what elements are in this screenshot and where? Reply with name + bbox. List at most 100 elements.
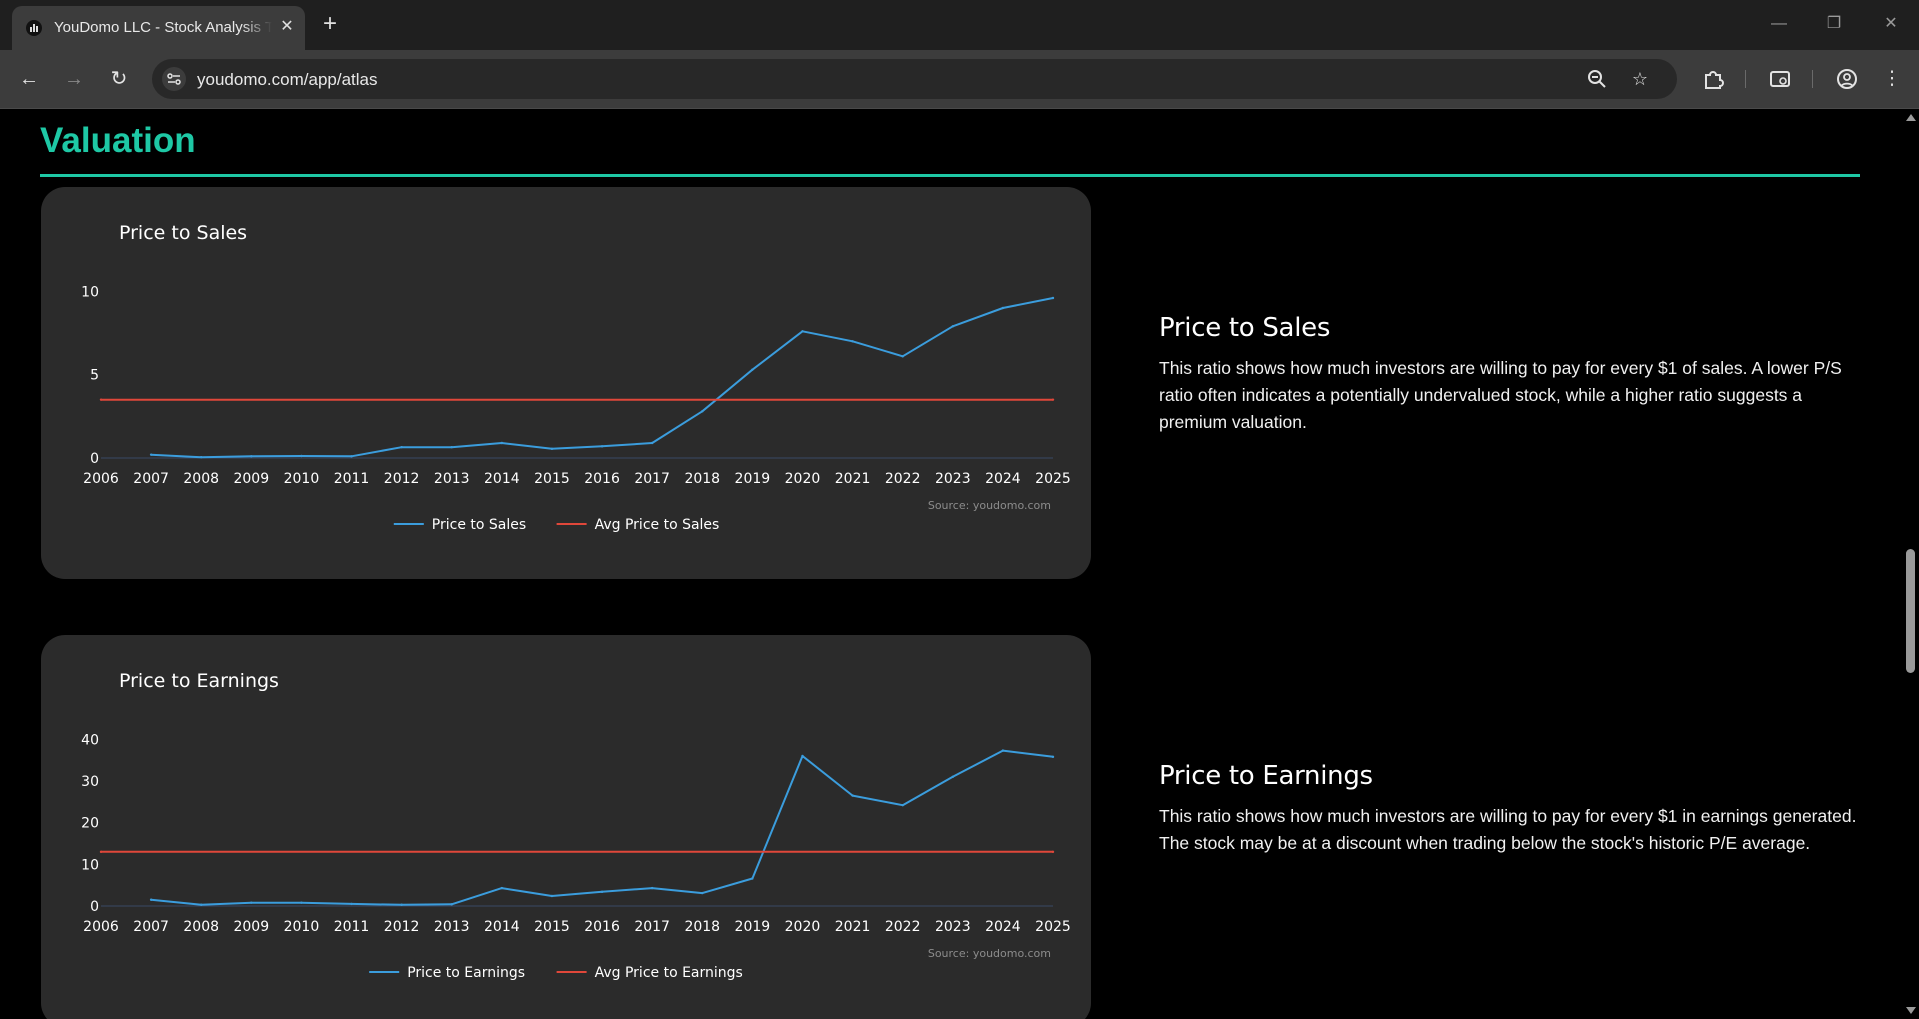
data-point bbox=[500, 441, 504, 445]
x-tick-label: 2016 bbox=[584, 471, 620, 487]
description-text: This ratio shows how much investors are … bbox=[1159, 806, 1857, 853]
page-content: Valuation Price to Sales 0 5 10 2006 2007 2008… bbox=[0, 109, 1902, 1019]
x-tick-label: 2020 bbox=[785, 919, 821, 935]
reload-button[interactable]: ↻ bbox=[110, 68, 128, 90]
x-tick-label: 2018 bbox=[684, 471, 720, 487]
y-tick-label: 0 bbox=[90, 899, 99, 915]
x-tick-label: 2007 bbox=[133, 471, 169, 487]
x-tick-label: 2012 bbox=[384, 471, 420, 487]
extensions-icon[interactable] bbox=[1698, 64, 1728, 94]
x-tick-label: 2017 bbox=[634, 919, 670, 935]
back-button[interactable]: ← bbox=[19, 68, 39, 90]
data-point bbox=[1051, 296, 1055, 300]
x-tick-label: 2008 bbox=[183, 919, 219, 935]
browser-menu-icon[interactable]: ⋮ bbox=[1882, 68, 1902, 89]
x-tick-label: 2014 bbox=[484, 471, 520, 487]
x-tick-label: 2008 bbox=[183, 471, 219, 487]
x-tick-label: 2010 bbox=[284, 919, 320, 935]
y-tick-label: 40 bbox=[81, 732, 99, 748]
x-tick-label: 2022 bbox=[885, 471, 921, 487]
zoom-icon[interactable] bbox=[1585, 67, 1609, 91]
x-tick-label: 2023 bbox=[935, 919, 971, 935]
description-title: Price to Earnings bbox=[1159, 761, 1373, 791]
price-to-sales-chart: Price to Sales 0 5 10 2006 2007 2008 2009 2010 20… bbox=[81, 222, 1071, 533]
data-point bbox=[801, 754, 804, 758]
data-point bbox=[901, 355, 904, 358]
x-tick-label: 2009 bbox=[233, 919, 269, 935]
data-point bbox=[1051, 850, 1055, 854]
scroll-thumb[interactable] bbox=[1906, 549, 1915, 673]
x-tick-label: 2014 bbox=[484, 919, 520, 935]
data-point bbox=[99, 398, 103, 401]
x-tick-label: 2024 bbox=[985, 919, 1021, 935]
chart-source: Source: youdomo.com bbox=[928, 947, 1051, 960]
data-point bbox=[250, 901, 253, 904]
x-tick-label: 2006 bbox=[83, 919, 119, 935]
description-text: This ratio shows how much investors are … bbox=[1159, 358, 1842, 432]
site-favicon-icon bbox=[26, 20, 42, 36]
x-tick-label: 2019 bbox=[735, 471, 771, 487]
x-tick-label: 2007 bbox=[133, 919, 169, 935]
forward-button[interactable]: → bbox=[64, 68, 84, 90]
scroll-up-icon[interactable] bbox=[1906, 114, 1916, 121]
chart-title: Price to Sales bbox=[119, 222, 247, 244]
data-point bbox=[149, 453, 153, 456]
price-to-sales-description: Price to Sales This ratio shows how much… bbox=[1159, 313, 1859, 436]
x-tick-label: 2006 bbox=[83, 471, 119, 487]
x-tick-label: 2011 bbox=[334, 471, 370, 487]
chart-source: Source: youdomo.com bbox=[928, 499, 1051, 512]
close-window-button[interactable]: ✕ bbox=[1884, 15, 1898, 32]
data-point bbox=[951, 325, 954, 328]
data-point bbox=[350, 455, 353, 458]
restore-button[interactable]: ❐ bbox=[1826, 15, 1842, 32]
tab-close-icon[interactable]: ✕ bbox=[280, 18, 294, 35]
data-point bbox=[1001, 306, 1005, 310]
y-tick-label: 30 bbox=[81, 774, 99, 790]
y-tick-label: 0 bbox=[90, 451, 99, 467]
scroll-down-icon[interactable] bbox=[1906, 1007, 1916, 1014]
legend-label: Price to Earnings bbox=[407, 965, 525, 981]
x-tick-label: 2012 bbox=[384, 919, 420, 935]
x-tick-label: 2015 bbox=[534, 919, 570, 935]
data-point bbox=[200, 455, 203, 459]
section-title: Valuation bbox=[40, 121, 196, 160]
x-tick-label: 2022 bbox=[885, 919, 921, 935]
bookmark-star-icon[interactable]: ☆ bbox=[1631, 69, 1649, 89]
url-text: youdomo.com/app/atlas bbox=[197, 70, 378, 89]
x-tick-label: 2019 bbox=[735, 919, 771, 935]
data-point bbox=[951, 775, 954, 779]
y-tick-label: 10 bbox=[81, 857, 99, 873]
tab-title: YouDomo LLC - Stock Analysis Tool bbox=[54, 19, 272, 36]
data-point bbox=[550, 894, 554, 898]
x-tick-label: 2021 bbox=[835, 471, 871, 487]
data-point bbox=[851, 794, 854, 797]
legend-label: Avg Price to Sales bbox=[595, 517, 720, 533]
new-tab-button[interactable]: + bbox=[322, 10, 337, 37]
data-point bbox=[450, 903, 453, 906]
site-info-icon[interactable] bbox=[162, 67, 186, 91]
profile-icon[interactable] bbox=[1832, 64, 1862, 94]
price-to-earnings-description: Price to Earnings This ratio shows how m… bbox=[1159, 761, 1859, 857]
x-tick-label: 2021 bbox=[835, 919, 871, 935]
data-point bbox=[400, 445, 403, 449]
y-tick-label: 5 bbox=[90, 368, 99, 384]
y-tick-label: 10 bbox=[81, 284, 99, 300]
page-scrollbar[interactable] bbox=[1902, 109, 1919, 1019]
x-tick-label: 2009 bbox=[233, 471, 269, 487]
x-tick-label: 2015 bbox=[534, 471, 570, 487]
x-tick-label: 2025 bbox=[1035, 919, 1071, 935]
data-point bbox=[751, 877, 754, 880]
x-tick-label: 2016 bbox=[584, 919, 620, 935]
data-point bbox=[650, 886, 654, 890]
minimize-button[interactable]: — bbox=[1771, 15, 1787, 32]
address-bar[interactable]: youdomo.com/app/atlas ☆ bbox=[152, 59, 1677, 99]
tab-strip: YouDomo LLC - Stock Analysis Tool ✕ + — … bbox=[0, 0, 1919, 50]
x-tick-label: 2011 bbox=[334, 919, 370, 935]
x-tick-label: 2013 bbox=[434, 471, 470, 487]
browser-tab[interactable]: YouDomo LLC - Stock Analysis Tool ✕ bbox=[12, 6, 305, 50]
data-point bbox=[350, 902, 353, 906]
x-tick-label: 2025 bbox=[1035, 471, 1071, 487]
tab-search-icon[interactable] bbox=[1765, 64, 1795, 94]
data-point bbox=[1001, 749, 1005, 752]
series-line-price-to-earnings bbox=[151, 749, 1054, 906]
